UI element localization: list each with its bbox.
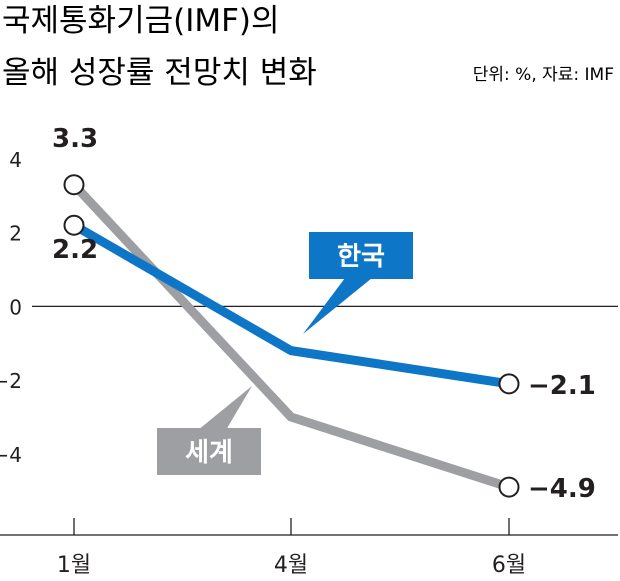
x-tick-label: 6월 <box>492 553 526 578</box>
y-tick-label: −4 <box>0 443 22 467</box>
chart-title-line1: 국제통화기금(IMF)의 <box>2 3 280 39</box>
data-label: 2.2 <box>52 235 98 265</box>
data-label: 3.3 <box>52 124 98 154</box>
x-tick-label: 4월 <box>274 553 308 578</box>
y-axis-ticks: 4 2 0 −2 −4 <box>0 148 22 467</box>
world-callout: 세계 <box>157 386 261 475</box>
korea-callout-box <box>309 232 413 279</box>
y-tick-label: 2 <box>9 222 22 246</box>
data-label: −4.9 <box>528 474 596 504</box>
data-point-marker <box>63 214 85 236</box>
series-layer: 3.3 −4.9 2.2 −2.1 <box>52 124 596 504</box>
series-line-korea <box>71 221 510 389</box>
x-tick-label: 1월 <box>57 553 91 578</box>
data-point-marker <box>63 174 85 196</box>
y-tick-label: 4 <box>9 148 22 172</box>
x-axis-ticks: 1월 4월 6월 <box>57 518 526 578</box>
series-line-world <box>70 181 511 492</box>
y-tick-label: −2 <box>0 369 22 393</box>
world-callout-pointer <box>198 386 252 430</box>
world-callout-box <box>157 428 261 475</box>
korea-callout: 한국 <box>303 232 413 334</box>
y-tick-label: 0 <box>9 295 22 319</box>
data-label: −2.1 <box>528 371 596 401</box>
korea-callout-pointer <box>303 278 372 334</box>
world-callout-label: 세계 <box>185 438 233 468</box>
data-point-marker <box>498 476 520 498</box>
chart-title-line2: 올해 성장률 전망치 변화 <box>2 55 317 91</box>
data-point-marker <box>498 373 520 395</box>
korea-callout-label: 한국 <box>337 242 385 272</box>
unit-note: 단위: %, 자료: IMF <box>473 65 614 85</box>
